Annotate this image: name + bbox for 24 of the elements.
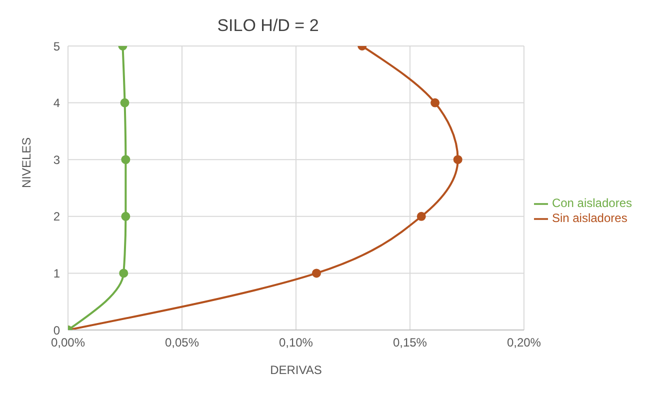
point [121, 155, 130, 164]
y-tick-label: 0 [53, 323, 60, 338]
point [121, 212, 130, 221]
point [430, 98, 440, 108]
point [416, 212, 426, 221]
x-axis-title: DERIVAS [270, 363, 322, 377]
y-tick-label: 3 [53, 152, 60, 167]
point [312, 268, 321, 278]
y-tick-label: 4 [53, 96, 60, 110]
point [120, 98, 130, 108]
x-tick-label: 0,15% [392, 336, 428, 350]
x-tick-label: 0,20% [506, 336, 542, 350]
y-tick-label: 1 [53, 266, 60, 280]
y-axis-title: NIVELES [19, 137, 34, 188]
legend-label: Sin aisladores [552, 211, 628, 225]
chart-title: SILO H/D = 2 [216, 15, 320, 36]
point [453, 155, 462, 164]
x-tick-label: 0,00% [50, 336, 86, 350]
y-tick-label: 2 [53, 210, 60, 224]
point [119, 268, 128, 278]
legend-label: Con aisladores [552, 196, 632, 210]
x-tick-label: 0,05% [164, 336, 200, 350]
x-tick-label: 0,10% [278, 336, 314, 350]
y-tick-label: 5 [53, 39, 60, 54]
